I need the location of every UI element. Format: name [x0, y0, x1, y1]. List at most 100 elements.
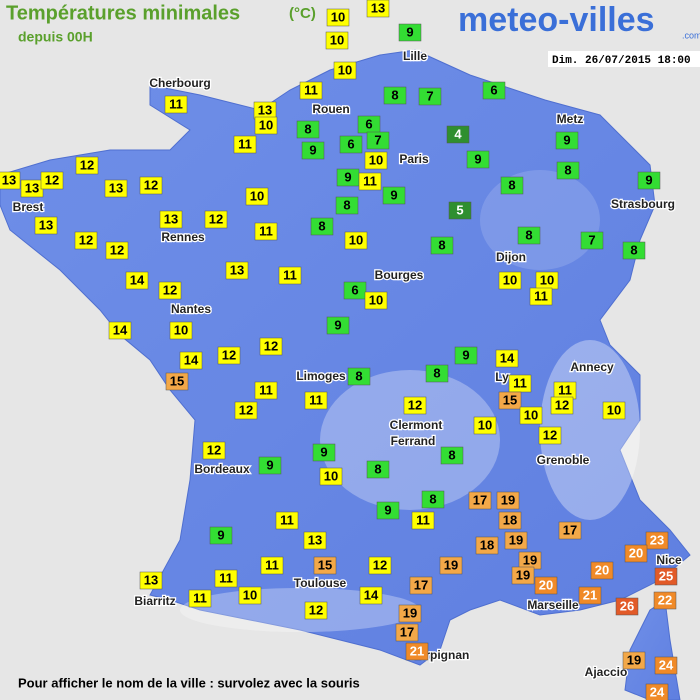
station-value: 9 — [334, 317, 341, 332]
station-value: 11 — [558, 382, 572, 397]
station-box — [260, 556, 284, 575]
station-box — [303, 531, 327, 550]
station-box — [602, 401, 626, 420]
station-box — [448, 201, 472, 220]
station-value: 10 — [524, 407, 538, 422]
station-box — [498, 271, 522, 290]
station-box — [275, 511, 299, 530]
station-box — [0, 171, 21, 190]
station-box — [304, 601, 328, 620]
city-label: Toulouse — [294, 576, 347, 590]
city-label: Ajaccio — [585, 665, 628, 679]
station-value: 20 — [539, 577, 553, 592]
city-label: Strasbourg — [611, 197, 675, 211]
title: Températures minimales — [6, 2, 240, 24]
station-value: 10 — [607, 402, 621, 417]
date: Dim. 26/07/2015 18:00 — [552, 55, 691, 67]
station-value: 9 — [645, 172, 652, 187]
city-label: Ferrand — [391, 434, 436, 448]
station-value: 11 — [280, 512, 294, 527]
city-label: Lille — [403, 49, 427, 63]
station-box — [517, 226, 541, 245]
station-box — [440, 446, 464, 465]
station-box — [398, 23, 422, 42]
station-value: 11 — [259, 382, 273, 397]
station-box — [418, 87, 442, 106]
station-value: 12 — [144, 177, 158, 192]
station-value: 9 — [344, 169, 351, 184]
city-label: Ly — [495, 370, 509, 384]
station-box — [498, 511, 522, 530]
station-box — [245, 187, 269, 206]
station-box — [343, 281, 367, 300]
station-box — [358, 172, 382, 191]
city-label: Paris — [399, 152, 429, 166]
station-value: 13 — [371, 0, 385, 15]
station-value: 10 — [250, 188, 264, 203]
city-label: Cherbourg — [149, 76, 210, 90]
station-box — [382, 186, 406, 205]
station-box — [359, 586, 383, 605]
station-value: 12 — [222, 347, 236, 362]
station-box — [654, 656, 678, 675]
station-box — [550, 396, 574, 415]
station-value: 9 — [320, 444, 327, 459]
station-box — [169, 321, 193, 340]
station-value: 8 — [391, 87, 398, 102]
station-value: 4 — [454, 126, 462, 141]
station-value: 9 — [309, 142, 316, 157]
station-box — [558, 521, 582, 540]
station-value: 19 — [627, 652, 641, 667]
station-box — [421, 490, 445, 509]
station-value: 10 — [174, 322, 188, 337]
station-value: 10 — [369, 152, 383, 167]
station-box — [403, 396, 427, 415]
station-box — [344, 231, 368, 250]
city-label: Bourges — [375, 268, 424, 282]
station-value: 18 — [503, 512, 517, 527]
station-box — [366, 131, 390, 150]
station-box — [304, 391, 328, 410]
station-value: 12 — [408, 397, 422, 412]
station-value: 10 — [331, 9, 345, 24]
station-box — [313, 556, 337, 575]
station-value: 12 — [80, 157, 94, 172]
station-box — [225, 261, 249, 280]
station-box — [637, 171, 661, 190]
city-label: Grenoble — [537, 453, 590, 467]
station-box — [319, 467, 343, 486]
station-value: 8 — [508, 177, 515, 192]
city-label: Annecy — [570, 360, 614, 374]
station-box — [590, 561, 614, 580]
subtitle: depuis 00H — [18, 29, 93, 45]
station-value: 25 — [659, 568, 673, 583]
city-label: Dijon — [496, 250, 526, 264]
station-box — [217, 346, 241, 365]
station-value: 8 — [355, 368, 362, 383]
station-value: 13 — [25, 180, 39, 195]
station-box — [534, 576, 558, 595]
station-box — [519, 406, 543, 425]
station-box — [333, 61, 357, 80]
logo-suffix: .com — [682, 30, 700, 40]
station-box — [482, 81, 506, 100]
station-value: 11 — [513, 375, 527, 390]
station-value: 7 — [374, 132, 381, 147]
station-box — [234, 401, 258, 420]
station-value: 11 — [193, 590, 207, 605]
station-box — [475, 536, 499, 555]
station-box — [615, 597, 639, 616]
station-value: 8 — [304, 121, 311, 136]
station-value: 15 — [503, 392, 517, 407]
station-value: 8 — [630, 242, 637, 257]
station-value: 8 — [564, 162, 571, 177]
station-box — [254, 222, 278, 241]
station-value: 9 — [217, 527, 224, 542]
station-box — [326, 316, 350, 335]
city-label: Bordeaux — [194, 462, 250, 476]
station-box — [202, 441, 226, 460]
station-box — [105, 241, 129, 260]
station-box — [278, 266, 302, 285]
station-box — [366, 460, 390, 479]
date-box — [548, 51, 700, 67]
